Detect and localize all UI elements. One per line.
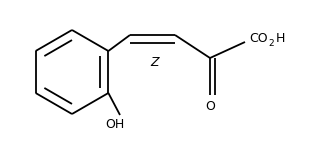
Text: CO: CO — [249, 31, 268, 45]
Text: 2: 2 — [268, 38, 273, 48]
Text: O: O — [205, 101, 215, 114]
Text: OH: OH — [105, 118, 125, 132]
Text: H: H — [276, 31, 285, 45]
Text: Z: Z — [151, 56, 159, 69]
